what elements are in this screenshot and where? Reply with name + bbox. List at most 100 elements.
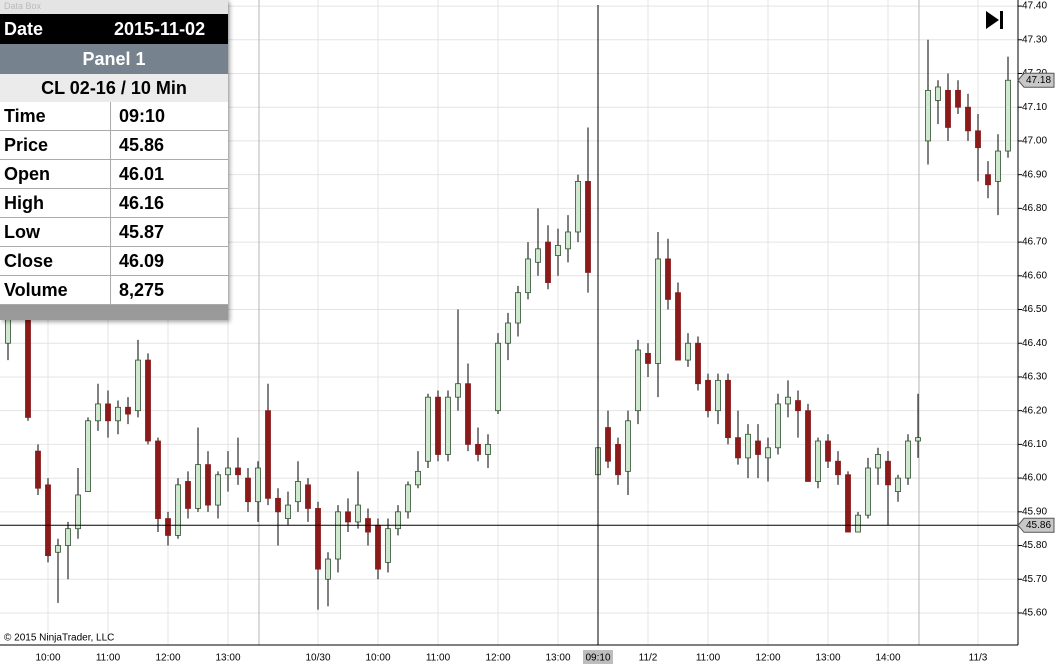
candle-body: [985, 174, 991, 186]
candle-body: [935, 86, 941, 101]
candle-body: [965, 106, 971, 132]
candle-body: [345, 511, 351, 523]
candle-body: [765, 447, 771, 459]
candle-body: [165, 518, 171, 536]
candle-body: [135, 359, 141, 412]
candle-body: [355, 504, 361, 523]
candle-body: [705, 379, 711, 412]
bar-icon[interactable]: [1000, 11, 1003, 29]
data-row: Time 09:10: [0, 102, 228, 131]
candle-body: [845, 474, 851, 533]
x-tick-label: 13:00: [815, 653, 840, 664]
date-value: 2015-11-02: [114, 18, 206, 39]
candle-body: [475, 443, 481, 455]
candle-body: [975, 130, 981, 149]
candle-body: [1005, 79, 1011, 152]
candle-body: [455, 383, 461, 398]
data-row: High 46.16: [0, 189, 228, 218]
row-value: 46.09: [119, 250, 165, 271]
candle-body: [215, 474, 221, 506]
candle-body: [35, 450, 41, 489]
candle-body: [105, 403, 111, 422]
candle-body: [535, 248, 541, 263]
row-label: Open: [0, 160, 111, 188]
x-tick-label: 10:00: [365, 653, 390, 664]
row-label: High: [0, 189, 111, 217]
candle-body: [205, 464, 211, 506]
y-tick-label: 46.00: [1022, 473, 1047, 484]
candle-body: [905, 440, 911, 479]
candle-body: [555, 245, 561, 256]
candle-body: [375, 524, 381, 570]
data-row: Open 46.01: [0, 160, 228, 189]
last-price-label: 47.18: [1026, 75, 1051, 86]
candle-body: [435, 396, 441, 455]
candle-body: [315, 508, 321, 570]
candle-body: [515, 292, 521, 324]
x-tick-label: 11/3: [969, 653, 988, 664]
candle-body: [225, 467, 231, 476]
candle-body: [895, 477, 901, 492]
candle-body: [835, 460, 841, 476]
candle-body: [305, 484, 311, 509]
candle-body: [285, 504, 291, 519]
y-tick-label: 45.90: [1022, 506, 1047, 517]
instrument-label: CL 02-16 / 10 Min: [0, 74, 228, 102]
candle-body: [45, 484, 51, 557]
candle-body: [295, 481, 301, 503]
row-label: Close: [0, 247, 111, 275]
row-value: 46.16: [119, 192, 165, 213]
candle-body: [485, 443, 491, 455]
candle-body: [115, 406, 121, 422]
crosshair-price-label-bg: [1017, 517, 1055, 533]
data-row: Close 46.09: [0, 247, 228, 276]
candle-body: [805, 410, 811, 482]
candle-body: [25, 309, 31, 418]
candle-body: [915, 437, 921, 442]
y-tick-label: 46.90: [1022, 169, 1047, 180]
data-row: Volume 8,275: [0, 276, 228, 305]
candle-body: [325, 558, 331, 580]
candle-body: [245, 477, 251, 503]
candle-body: [545, 241, 551, 283]
y-tick-label: 47.30: [1022, 34, 1047, 45]
row-label: Low: [0, 218, 111, 246]
candle-body: [395, 511, 401, 530]
data-box[interactable]: Data Box Date 2015-11-02 Panel 1 CL 02-16…: [0, 0, 228, 320]
x-tick-label: 11/2: [639, 653, 658, 664]
candle-body: [175, 484, 181, 536]
data-box-title: Data Box: [0, 0, 228, 14]
candle-body: [715, 379, 721, 412]
date-row: Date 2015-11-02: [0, 14, 228, 44]
row-label: Volume: [0, 276, 111, 304]
candle-body: [265, 410, 271, 499]
candle-body: [445, 396, 451, 455]
candle-body: [185, 481, 191, 509]
candle-body: [65, 528, 71, 546]
candle-body: [495, 342, 501, 412]
x-tick-label: 10/30: [305, 653, 330, 664]
row-value: 8,275: [119, 279, 165, 300]
date-label: Date: [4, 18, 44, 39]
candle-body: [615, 443, 621, 476]
x-tick-label: 12:00: [485, 653, 510, 664]
x-tick-label: 13:00: [215, 653, 240, 664]
x-tick-label: 14:00: [875, 653, 900, 664]
x-tick-label: 11:00: [426, 653, 451, 664]
candle-body: [745, 433, 751, 459]
row-value: 46.01: [119, 163, 165, 184]
candle-body: [775, 403, 781, 449]
candle-body: [155, 440, 161, 519]
go-to-end-button[interactable]: [986, 11, 1003, 29]
candle-body: [335, 511, 341, 560]
candle-body: [795, 400, 801, 412]
copyright: © 2015 NinjaTrader, LLC: [4, 633, 114, 644]
candle-body: [665, 258, 671, 300]
candle-body: [125, 406, 131, 415]
play-icon[interactable]: [986, 11, 999, 29]
candle-body: [95, 403, 101, 422]
candle-body: [145, 359, 151, 442]
candle-body: [785, 396, 791, 405]
